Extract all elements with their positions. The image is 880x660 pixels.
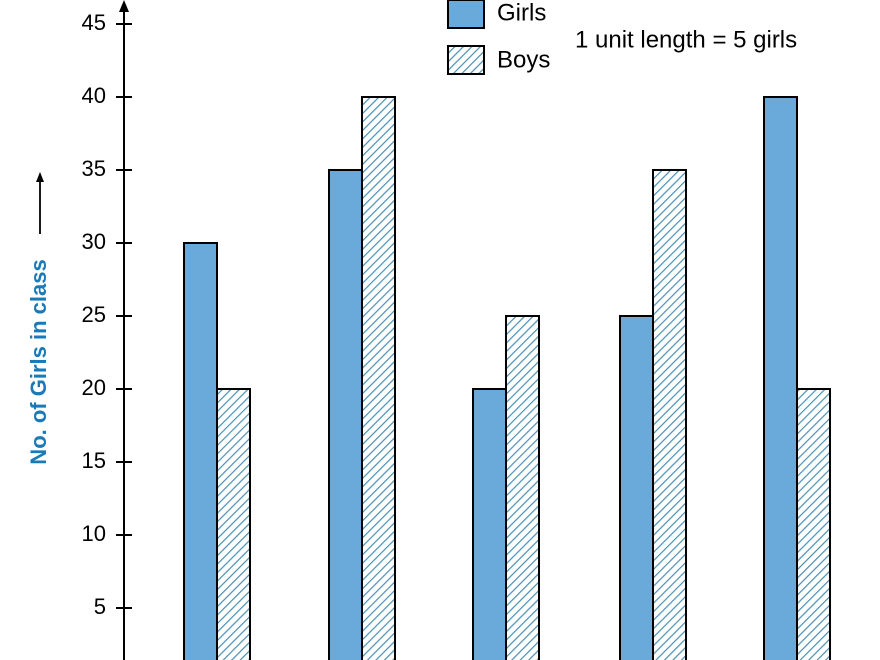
y-tick-label-40: 40 bbox=[82, 83, 106, 108]
bar-boys-1 bbox=[216, 388, 251, 660]
y-tick-label-25: 25 bbox=[82, 302, 106, 327]
y-axis bbox=[119, 0, 129, 660]
y-axis-arrowhead bbox=[119, 0, 129, 12]
y-tick-label-30: 30 bbox=[82, 229, 106, 254]
bar-girls-5 bbox=[763, 96, 798, 660]
y-axis-title: No. of Girls in class bbox=[26, 259, 51, 464]
bar-girls-2 bbox=[328, 169, 363, 660]
bars-layer bbox=[183, 96, 831, 660]
legend-swatch-boys bbox=[447, 45, 485, 75]
bar-boys-2 bbox=[361, 96, 396, 660]
y-tick-label-35: 35 bbox=[82, 156, 106, 181]
bar-girls-3 bbox=[472, 388, 507, 660]
bar-boys-4 bbox=[652, 169, 687, 660]
y-tick-label-10: 10 bbox=[82, 521, 106, 546]
y-tick-label-5: 5 bbox=[94, 594, 106, 619]
legend-label-girls: Girls bbox=[497, 0, 546, 26]
scale-annotation: 1 unit length = 5 girls bbox=[575, 26, 797, 53]
y-axis-title-arrowhead bbox=[36, 172, 44, 182]
legend-swatch-girls bbox=[447, 0, 485, 29]
bar-girls-1 bbox=[183, 242, 218, 660]
y-tick-label-15: 15 bbox=[82, 448, 106, 473]
bar-girls-4 bbox=[619, 315, 654, 660]
bar-boys-3 bbox=[505, 315, 540, 660]
y-tick-label-45: 45 bbox=[82, 10, 106, 35]
legend: Girls Boys bbox=[447, 0, 550, 75]
y-ticks: 5 10 15 20 25 30 35 40 45 bbox=[82, 10, 132, 619]
bar-boys-5 bbox=[796, 388, 831, 660]
legend-label-boys: Boys bbox=[497, 46, 550, 73]
y-axis-title-group: No. of Girls in class bbox=[26, 172, 51, 465]
y-tick-label-20: 20 bbox=[82, 375, 106, 400]
